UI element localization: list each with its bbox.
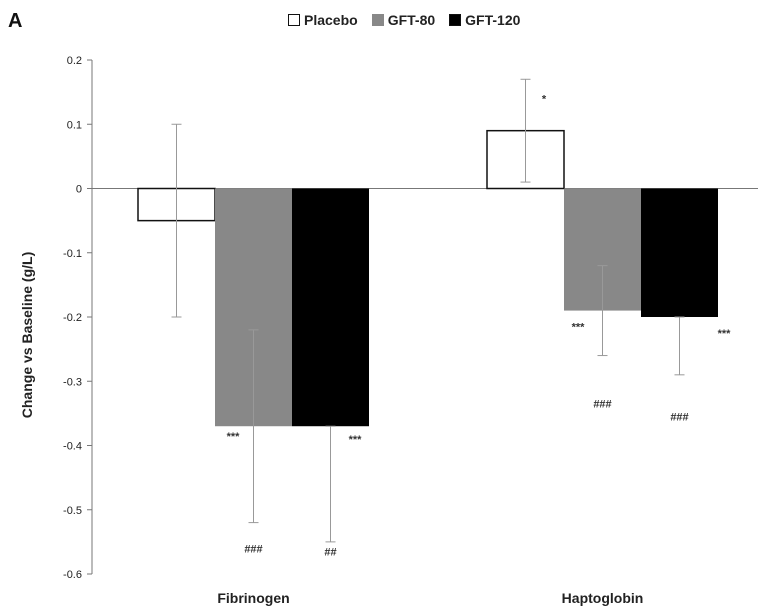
panel-label: A xyxy=(8,10,23,32)
y-tick-label: -0.5 xyxy=(63,505,82,517)
significance-annotation: ### xyxy=(593,399,611,411)
significance-annotation: ## xyxy=(324,547,336,559)
y-tick-label: -0.2 xyxy=(63,312,82,324)
legend: Placebo GFT-80 GFT-120 xyxy=(288,12,520,28)
significance-annotation: * xyxy=(542,94,547,106)
y-tick-label: 0 xyxy=(76,184,82,196)
y-tick-label: -0.1 xyxy=(63,248,82,260)
category-label: Fibrinogen xyxy=(217,590,289,606)
y-tick-label: -0.4 xyxy=(63,441,82,453)
bar xyxy=(641,188,718,317)
legend-label-gft-80: GFT-80 xyxy=(387,12,436,28)
y-tick-label: 0.2 xyxy=(67,55,82,67)
significance-annotation: *** xyxy=(718,328,732,340)
legend-swatch-gft-120 xyxy=(449,14,462,26)
significance-annotation: ### xyxy=(670,412,688,424)
category-label: Haptoglobin xyxy=(562,590,644,606)
y-tick-label: -0.6 xyxy=(63,569,82,581)
legend-swatch-gft-80 xyxy=(371,14,384,26)
y-tick-label: -0.3 xyxy=(63,376,82,388)
legend-swatch-placebo xyxy=(288,14,300,26)
bar xyxy=(292,188,369,427)
legend-label-placebo: Placebo xyxy=(304,12,358,28)
legend-item-placebo: Placebo xyxy=(288,12,358,28)
legend-label-gft-120: GFT-120 xyxy=(465,12,521,28)
significance-annotation: *** xyxy=(572,322,586,334)
significance-annotation: ### xyxy=(244,543,262,555)
significance-annotation: *** xyxy=(227,431,241,443)
significance-annotation: *** xyxy=(349,434,363,446)
y-tick-label: 0.1 xyxy=(67,119,82,131)
legend-item-gft-120: GFT-120 xyxy=(449,12,520,28)
legend-item-gft-80: GFT-80 xyxy=(371,12,436,28)
y-axis-label: Change vs Baseline (g/L) xyxy=(19,252,35,418)
